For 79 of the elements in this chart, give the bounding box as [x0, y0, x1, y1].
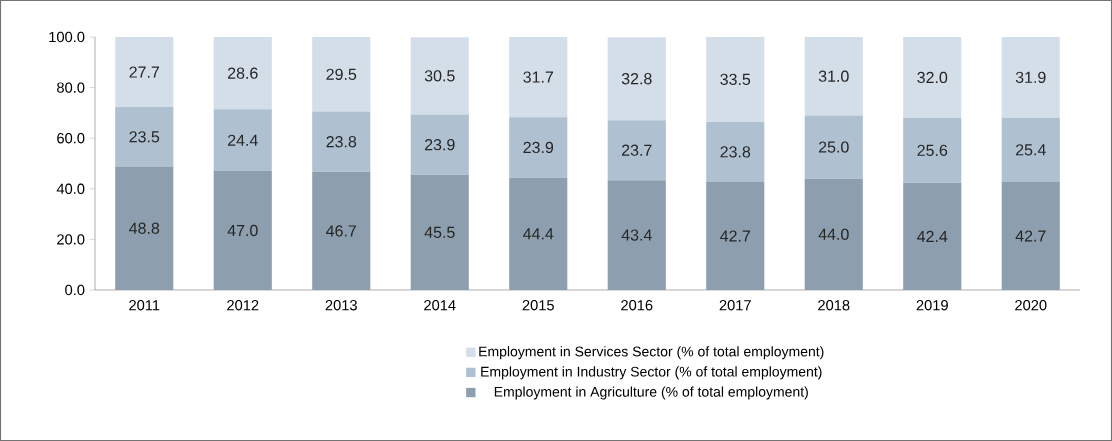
bar	[804, 36, 863, 116]
y-tick-label: 0.0	[65, 284, 85, 296]
bar	[213, 171, 272, 290]
bar	[1001, 36, 1060, 118]
data-label: 46.7	[326, 225, 357, 237]
bar	[410, 37, 469, 115]
bar	[410, 114, 469, 175]
x-tick-label: 2011	[129, 300, 160, 311]
bar	[607, 37, 666, 121]
data-label: 24.4	[227, 134, 258, 146]
bar	[804, 178, 863, 290]
bar	[509, 177, 568, 290]
data-label: 31.7	[523, 71, 554, 83]
x-tick-label: 2015	[522, 300, 554, 311]
data-label: 47.0	[227, 224, 258, 237]
bar	[312, 171, 371, 290]
data-label: 45.5	[424, 226, 455, 238]
y-tick-label: 40.0	[56, 183, 85, 194]
data-label: 23.8	[720, 146, 751, 158]
y-tick-label: 80.0	[57, 82, 85, 93]
legend-label: Employment in Industry Sector (% of total employment)	[481, 366, 822, 380]
bar	[903, 117, 962, 183]
y-tick-label: 100.0	[49, 31, 85, 43]
bar	[509, 117, 568, 178]
bar	[115, 166, 174, 290]
x-tick-label: 2017	[719, 300, 751, 311]
data-label: 32.0	[917, 71, 948, 84]
data-label: 30.5	[424, 70, 455, 82]
data-label: 23.8	[326, 136, 357, 148]
data-label: 23.9	[523, 141, 554, 154]
bar	[213, 109, 272, 172]
y-tick-label: 60.0	[57, 133, 85, 144]
y-tick-label: 20.0	[57, 234, 85, 245]
legend-label: Employment in Services Sector (% of total employment)	[479, 346, 824, 360]
x-tick-label: 2020	[1015, 300, 1047, 311]
data-label: 25.6	[917, 144, 948, 156]
bar	[903, 182, 962, 290]
x-tick-label: 2019	[916, 300, 948, 311]
bar	[706, 36, 765, 122]
data-label: 32.8	[621, 73, 652, 85]
data-label: 28.6	[227, 67, 258, 79]
data-label: 44.0	[818, 228, 849, 240]
bar	[410, 174, 469, 290]
bar	[312, 111, 371, 172]
x-tick-label: 2016	[621, 300, 653, 311]
data-label: 42.7	[1015, 230, 1046, 242]
data-label: 43.4	[621, 229, 652, 241]
data-label: 31.9	[1015, 71, 1046, 83]
bar	[509, 36, 568, 118]
bar	[115, 36, 174, 108]
bar	[1001, 181, 1060, 290]
data-label: 44.4	[523, 228, 554, 240]
data-label: 23.5	[129, 131, 160, 143]
data-label: 33.5	[720, 73, 751, 86]
bar	[607, 120, 666, 181]
data-label: 31.0	[818, 70, 849, 82]
bar	[706, 121, 765, 182]
legend-label: Employment in Agriculture (% of total employment)	[494, 386, 808, 400]
x-tick-label: 2018	[818, 300, 850, 311]
bar	[213, 36, 272, 110]
bar	[1001, 117, 1060, 182]
data-label: 23.7	[621, 144, 652, 156]
data-label: 25.0	[818, 141, 849, 153]
x-tick-label: 2013	[325, 300, 357, 311]
bar	[706, 181, 765, 290]
data-label: 27.7	[129, 66, 160, 78]
data-label: 42.4	[917, 230, 948, 242]
bar	[804, 115, 863, 179]
bar	[903, 36, 962, 118]
x-tick-label: 2014	[424, 300, 456, 311]
bar	[607, 180, 666, 290]
bar	[312, 36, 371, 112]
data-label: 23.9	[424, 138, 455, 151]
data-label: 29.5	[326, 68, 357, 80]
data-label: 42.7	[720, 230, 751, 242]
data-label: 48.8	[129, 222, 160, 234]
bar	[115, 107, 174, 167]
x-tick-label: 2012	[227, 300, 259, 311]
data-label: 25.4	[1015, 144, 1046, 156]
